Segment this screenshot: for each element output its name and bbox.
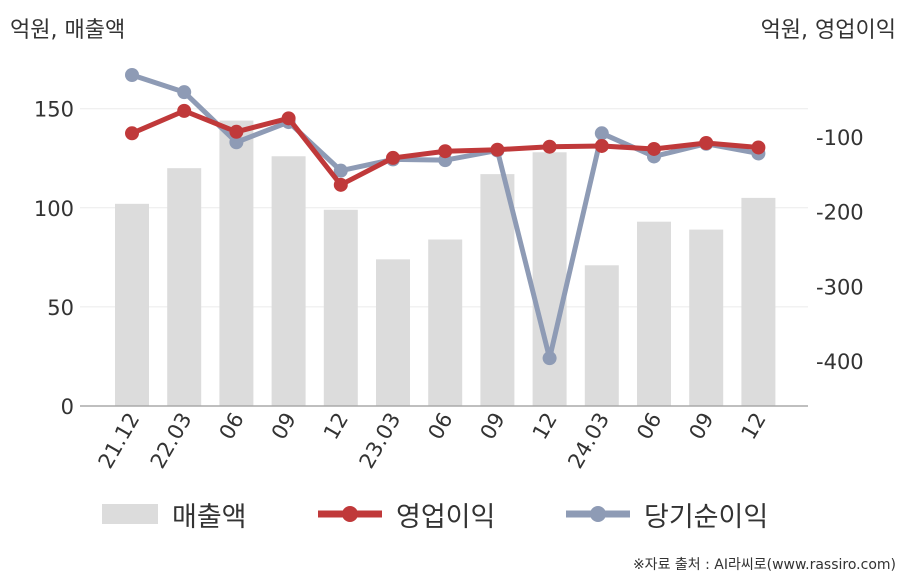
source-note: ※자료 출처 : AI라씨로(www.rassiro.com) [632, 557, 896, 573]
left-tick-label: 100 [34, 197, 74, 221]
x-tick-label: 09 [476, 409, 510, 444]
x-tick-label: 23.03 [354, 409, 405, 473]
left-tick-label: 150 [34, 98, 74, 122]
revenue-bar [480, 174, 515, 406]
legend-item-op-profit[interactable]: 영업이익 [318, 494, 495, 534]
revenue-bar [115, 203, 149, 406]
series-point [177, 103, 192, 118]
x-tick-label: 06 [423, 409, 457, 444]
legend-swatch-revenue [102, 504, 158, 524]
series-point [229, 124, 244, 139]
revenue-bar [219, 120, 254, 406]
revenue-bar [584, 265, 619, 406]
x-tick-label: 21.12 [93, 409, 144, 473]
legend-swatch-op-profit [318, 506, 382, 522]
series-point [594, 126, 609, 141]
x-tick-label: 12 [319, 409, 353, 444]
legend-label-op-profit: 영업이익 [396, 501, 496, 533]
legend: 매출액 영업이익 당기순이익 [0, 494, 908, 534]
revenue-bar [323, 209, 358, 406]
series-point [647, 141, 661, 156]
series-point [125, 68, 139, 82]
series-point [542, 139, 557, 154]
right-tick-label: -300 [816, 275, 864, 299]
x-tick-label: 09 [684, 409, 718, 444]
revenue-bar [741, 197, 776, 406]
series-point [699, 135, 714, 150]
combo-chart: 0 50 100 150 -400 -300 -200 -100 21.12 22.03 06 09 1… [34, 68, 864, 473]
right-axis-unit: 억원, 영업이익 [760, 18, 896, 43]
profit-lines [125, 68, 766, 366]
revenue-bar [637, 221, 671, 406]
series-point [333, 163, 348, 178]
series-point [594, 138, 609, 153]
revenue-bars [115, 120, 776, 406]
x-tick-label: 22.03 [146, 409, 197, 473]
legend-label-revenue: 매출액 [172, 501, 247, 533]
x-tick-label: 12 [528, 409, 562, 444]
revenue-bar [689, 229, 724, 406]
series-point [438, 144, 453, 159]
x-tick-label: 24.03 [563, 409, 614, 473]
legend-item-revenue[interactable]: 매출액 [102, 494, 247, 534]
x-tick-label: 09 [267, 409, 301, 444]
legend-item-net-profit[interactable]: 당기순이익 [566, 494, 768, 534]
revenue-bar [376, 259, 410, 406]
revenue-bar [532, 152, 567, 406]
x-tick-label: 12 [737, 409, 771, 444]
right-tick-label: -100 [816, 126, 864, 150]
series-point [386, 150, 400, 165]
series-point [542, 351, 557, 366]
revenue-bar [428, 239, 463, 406]
series-point [177, 85, 192, 100]
x-tick-label: 06 [215, 409, 249, 444]
series-point [490, 142, 505, 157]
series-point [281, 111, 296, 126]
legend-label-net-profit: 당기순이익 [644, 501, 769, 533]
series-point [333, 177, 348, 192]
left-tick-label: 50 [47, 296, 74, 320]
series-point [229, 135, 244, 150]
revenue-bar [167, 168, 202, 406]
x-tick-label: 06 [632, 409, 666, 444]
right-tick-label: -200 [816, 201, 864, 225]
series-point [751, 140, 766, 155]
legend-swatch-net-profit [566, 506, 630, 522]
right-tick-label: -400 [816, 350, 864, 374]
revenue-bar [271, 156, 306, 406]
series-point [125, 126, 139, 141]
left-tick-label: 0 [61, 395, 74, 419]
left-axis-unit: 억원, 매출액 [10, 18, 126, 43]
